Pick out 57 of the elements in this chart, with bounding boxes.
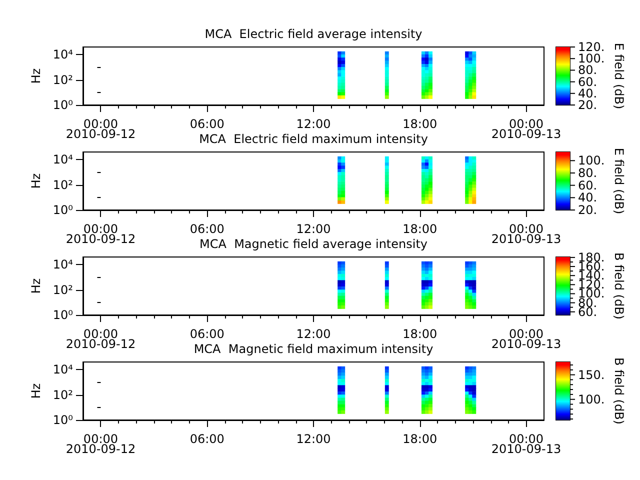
y-axis-title: Hz <box>29 173 44 189</box>
color-bar-label: 80. <box>578 63 598 78</box>
x-tick-label: 00:00 2010-09-12 <box>66 327 136 351</box>
y-tick-label: 10⁴ <box>52 48 74 62</box>
y-tick-label: 10⁴ <box>52 362 74 377</box>
chart-title: MCA Electric field maximum intensity <box>199 132 428 146</box>
y-tick-label: 10² <box>52 282 74 297</box>
color-bar-label: 40. <box>578 190 598 205</box>
color-bar-label: 100. <box>578 52 605 66</box>
color-bar-label: 20. <box>578 203 598 217</box>
y-tick-label: 10⁴ <box>52 258 74 272</box>
color-bar-label: 100. <box>578 392 605 406</box>
x-tick-label: 18:00 <box>402 222 438 236</box>
x-tick-label: 18:00 <box>402 432 438 446</box>
chart-title: MCA Magnetic field average intensity <box>199 237 428 251</box>
x-tick-label: 06:00 <box>190 327 224 341</box>
x-tick-label: 00:00 2010-09-13 <box>491 117 562 141</box>
y-tick-label: 10² <box>52 388 74 402</box>
color-bar-label: 60. <box>578 178 598 192</box>
y-tick-label: 10² <box>52 178 74 192</box>
x-tick-label: 00:00 2010-09-12 <box>66 117 136 141</box>
color-bar-title: B field (dB) <box>612 358 626 424</box>
y-tick-label: 10⁰ <box>52 98 74 112</box>
x-tick-label: 06:00 <box>190 117 224 131</box>
color-bar-label: 20. <box>578 98 598 112</box>
color-bar-label: 150. <box>578 368 605 382</box>
y-axis-title: Hz <box>29 68 44 84</box>
x-tick-label: 12:00 <box>296 117 331 131</box>
x-tick-label: 12:00 <box>296 432 331 446</box>
x-tick-label: 00:00 2010-09-12 <box>66 432 136 456</box>
color-bar-label: 80. <box>578 166 598 180</box>
x-tick-label: 06:00 <box>190 222 224 236</box>
y-tick-label: 10⁰ <box>52 308 74 322</box>
x-tick-label: 00:00 2010-09-13 <box>491 327 562 351</box>
color-bar-title: E field (dB) <box>612 148 626 214</box>
y-axis-title: Hz <box>29 278 44 294</box>
y-tick-label: 10² <box>52 72 74 87</box>
x-tick-label: 12:00 <box>296 327 331 341</box>
y-tick-label: 10⁴ <box>52 152 74 167</box>
color-bar-title: E field (dB) <box>612 42 626 110</box>
color-bar-label: 40. <box>578 86 598 100</box>
x-tick-label: 06:00 <box>190 432 224 446</box>
y-tick-label: 10⁰ <box>52 203 74 217</box>
chart-title: MCA Magnetic field maximum intensity <box>194 342 434 356</box>
color-bar-label: 60. <box>578 74 598 89</box>
color-bar-title: B field (dB) <box>612 252 626 320</box>
y-axis-title: Hz <box>29 383 44 399</box>
x-tick-label: 18:00 <box>402 327 438 341</box>
x-tick-label: 00:00 2010-09-13 <box>491 222 562 246</box>
color-bar-label: 100. <box>578 154 605 168</box>
x-tick-label: 12:00 <box>296 222 331 236</box>
color-bar-label: 120. <box>578 40 605 54</box>
x-tick-label: 18:00 <box>402 117 438 131</box>
chart-title: MCA Electric field average intensity <box>204 27 422 41</box>
x-tick-label: 00:00 2010-09-13 <box>491 432 562 456</box>
x-tick-label: 00:00 2010-09-12 <box>66 222 136 246</box>
y-tick-label: 10⁰ <box>52 413 74 427</box>
